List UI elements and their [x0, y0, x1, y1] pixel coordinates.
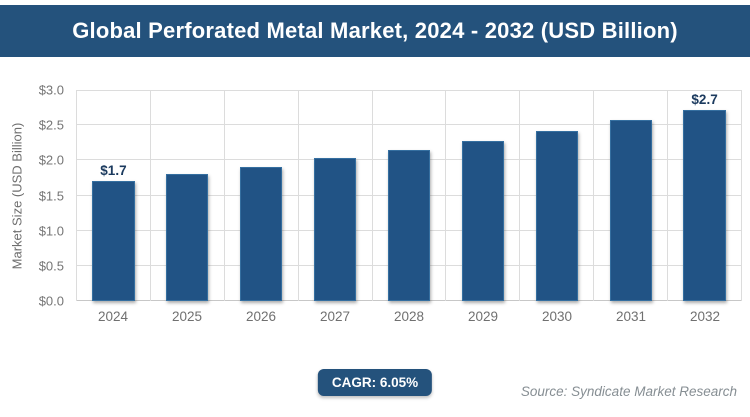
- y-tick-label: $1.5: [38, 188, 64, 203]
- bar-column-2027: [297, 90, 372, 301]
- bar-column-2032: $2.7: [667, 90, 741, 301]
- bar-2032: $2.7: [683, 92, 726, 301]
- bar-columns: $1.7 $2.7: [76, 90, 741, 301]
- bar-column-2025: [149, 90, 224, 301]
- x-tick-label-2026: 2026: [245, 309, 277, 324]
- bar-column-2031: [593, 90, 667, 301]
- bar-2029: [461, 140, 505, 301]
- x-tick-label-2032: 2032: [689, 309, 721, 324]
- bar-column-2026: [223, 90, 298, 301]
- bar-2030: [535, 130, 578, 301]
- x-tick-label-2028: 2028: [393, 309, 425, 324]
- source-credit: Source: Syndicate Market Research: [520, 384, 737, 399]
- x-tick-label-2027: 2027: [319, 309, 351, 324]
- bar-column-2024: $1.7: [76, 90, 150, 301]
- bar-column-2030: [519, 90, 593, 301]
- x-axis-labels: 2024 2025 2026 2027 2028 2029 2030 2031 2032: [76, 309, 742, 324]
- bar-2025: [166, 174, 209, 301]
- gridline: [76, 124, 741, 126]
- y-tick-label: $1.0: [38, 223, 64, 239]
- bar-2026: [240, 166, 283, 301]
- bar-2027: [313, 158, 357, 301]
- bar-column-2029: [445, 90, 519, 301]
- y-tick-label: $0.5: [38, 258, 64, 274]
- plot-area: $1.7 $2.7: [76, 90, 742, 301]
- title-banner: Global Perforated Metal Market, 2024 - 2…: [0, 5, 750, 57]
- y-tick-label: $0.0: [38, 293, 64, 309]
- bar-2024: $1.7: [92, 163, 135, 301]
- bar-2028: [387, 149, 431, 301]
- bar-2031: [609, 120, 652, 301]
- x-tick-label-2030: 2030: [541, 309, 573, 324]
- chart-title: Global Perforated Metal Market, 2024 - 2…: [72, 18, 678, 43]
- y-tick-label: $2.5: [38, 117, 64, 133]
- y-tick-label: $3.0: [38, 82, 64, 98]
- x-tick-label-2031: 2031: [615, 309, 647, 324]
- cagr-badge: CAGR: 6.05%: [317, 369, 433, 396]
- bar-column-2028: [371, 90, 446, 301]
- y-tick-label: $2.0: [38, 152, 64, 168]
- x-tick-label-2029: 2029: [467, 309, 499, 324]
- gridline: [76, 90, 741, 91]
- bar-value-label-2032: $2.7: [691, 91, 718, 107]
- y-axis-title: Market Size (USD Billion): [9, 122, 25, 270]
- x-tick-label-2024: 2024: [97, 309, 129, 324]
- x-tick-label-2025: 2025: [171, 309, 203, 324]
- y-axis-ticks: $3.0 $2.5 $2.0 $1.5 $1.0 $0.5 $0.0: [26, 83, 70, 309]
- bar-value-label-2024: $1.7: [100, 163, 127, 179]
